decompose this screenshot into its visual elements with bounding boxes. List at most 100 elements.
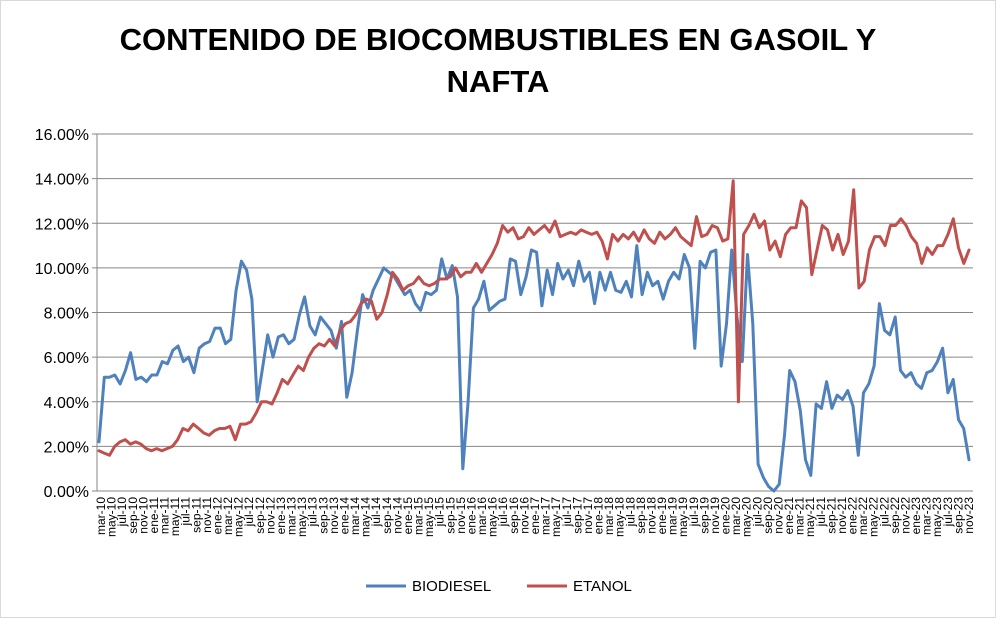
x-tick-label: nov-13	[327, 497, 341, 534]
chart-title-line-2: NAFTA	[446, 64, 550, 99]
x-tick-label: mar-22	[856, 497, 870, 535]
x-tick-label: sep-17	[570, 497, 584, 534]
x-tick-label: ene-11	[147, 497, 161, 534]
x-tick-label: sep-12	[253, 497, 267, 534]
x-tick-label: nov-16	[517, 497, 531, 534]
x-tick-label: mar-14	[348, 497, 362, 535]
x-tick-label: sep-23	[951, 497, 965, 534]
x-tick-label: nov-18	[644, 497, 658, 534]
x-tick-label: mar-11	[158, 497, 172, 534]
x-tick-label: may-21	[803, 497, 817, 537]
series-lines	[97, 179, 971, 493]
x-tick-label: may-14	[359, 497, 373, 537]
x-tick-label: nov-12	[263, 497, 277, 534]
x-tick-label: nov-21	[835, 497, 849, 534]
x-tick-label: ene-16	[464, 497, 478, 535]
x-tick-label: mar-15	[412, 497, 426, 535]
legend: BIODIESEL ETANOL	[366, 578, 632, 595]
x-tick-label: nov-17	[581, 497, 595, 534]
x-tick-label: ene-19	[655, 497, 669, 535]
x-tick-label: may-12	[232, 497, 246, 537]
x-tick-label: ene-22	[846, 497, 860, 535]
x-tick-label: sep-15	[443, 497, 457, 534]
x-tick-label: nov-23	[962, 497, 976, 534]
x-tick-label: mar-21	[793, 497, 807, 535]
x-tick-label: nov-11	[200, 497, 214, 533]
x-tick-label: may-11	[168, 497, 182, 536]
x-tick-label: sep-18	[634, 497, 648, 534]
x-tick-label: jul-15	[433, 497, 447, 528]
x-axis-ticks: mar-10may-10jul-10sep-10nov-10ene-11mar-…	[94, 497, 976, 537]
series-line-etanol	[97, 179, 971, 457]
series-line-biodiesel	[97, 244, 971, 493]
x-tick-label: may-17	[549, 497, 563, 537]
x-tick-label: may-10	[105, 497, 119, 537]
x-tick-label: sep-19	[697, 497, 711, 534]
x-tick-label: may-15	[422, 497, 436, 537]
y-tick-label: 4.00%	[44, 395, 89, 412]
x-tick-label: mar-13	[285, 497, 299, 535]
x-tick-label: may-18	[613, 497, 627, 537]
x-tick-label: mar-19	[666, 497, 680, 535]
x-tick-label: jul-17	[560, 497, 574, 528]
x-tick-label: nov-22	[898, 497, 912, 534]
x-tick-label: sep-22	[888, 497, 902, 534]
x-tick-label: ene-21	[782, 497, 796, 535]
legend-label-biodiesel: BIODIESEL	[412, 578, 491, 595]
x-tick-label: ene-13	[274, 497, 288, 535]
x-tick-label: sep-16	[507, 497, 521, 534]
x-tick-label: nov-10	[136, 497, 150, 534]
chart-title-line-1: CONTENIDO DE BIOCOMBUSTIBLES EN GASOIL Y	[119, 22, 877, 57]
x-tick-label: ene-18	[592, 497, 606, 535]
x-tick-label: may-19	[676, 497, 690, 537]
x-tick-label: jul-18	[623, 497, 637, 528]
y-tick-label: 6.00%	[44, 350, 89, 367]
x-tick-label: ene-17	[528, 497, 542, 535]
y-axis-ticks: 0.00% 2.00% 4.00% 6.00% 8.00% 10.00% 12.00% 14.…	[35, 127, 97, 501]
x-tick-label: ene-20	[719, 497, 733, 535]
legend-label-etanol: ETANOL	[573, 578, 632, 595]
y-tick-label: 14.00%	[35, 172, 89, 189]
x-tick-label: may-13	[295, 497, 309, 537]
x-tick-label: ene-15	[401, 497, 415, 535]
x-tick-label: sep-13	[316, 497, 330, 534]
x-tick-label: sep-21	[824, 497, 838, 534]
x-tick-label: mar-23	[920, 497, 934, 535]
x-tick-label: may-22	[867, 497, 881, 537]
y-tick-label: 10.00%	[35, 261, 89, 278]
x-tick-label: may-23	[930, 497, 944, 537]
x-tick-label: nov-19	[708, 497, 722, 534]
x-tick-label: may-20	[740, 497, 754, 537]
x-tick-label: jul-23	[941, 497, 955, 528]
x-tick-label: mar-10	[94, 497, 108, 535]
gridlines	[97, 133, 973, 492]
x-tick-label: mar-16	[475, 497, 489, 535]
y-tick-label: 12.00%	[35, 216, 89, 233]
x-tick-label: jul-14	[369, 497, 383, 528]
x-tick-label: mar-20	[729, 497, 743, 535]
x-tick-label: jul-21	[814, 497, 828, 528]
x-tick-label: sep-11	[189, 497, 203, 533]
x-tick-label: sep-20	[761, 497, 775, 534]
x-tick-label: jul-10	[115, 497, 129, 528]
x-tick-label: nov-20	[771, 497, 785, 534]
x-tick-label: jul-16	[496, 497, 510, 528]
x-tick-label: may-16	[486, 497, 500, 537]
y-tick-label: 8.00%	[44, 306, 89, 323]
x-tick-label: jul-19	[687, 497, 701, 528]
y-tick-label: 0.00%	[44, 484, 89, 501]
x-tick-label: sep-10	[126, 497, 140, 534]
x-tick-label: nov-14	[390, 497, 404, 534]
x-tick-label: ene-12	[210, 497, 224, 535]
x-tick-label: jul-12	[242, 497, 256, 528]
x-tick-label: jul-20	[750, 497, 764, 528]
x-tick-label: jul-13	[306, 497, 320, 528]
y-tick-label: 16.00%	[35, 127, 89, 144]
x-tick-label: sep-14	[380, 497, 394, 534]
x-tick-label: mar-12	[221, 497, 235, 535]
x-tick-label: jul-22	[877, 497, 891, 528]
x-tick-label: ene-14	[337, 497, 351, 535]
y-tick-label: 2.00%	[44, 439, 89, 456]
